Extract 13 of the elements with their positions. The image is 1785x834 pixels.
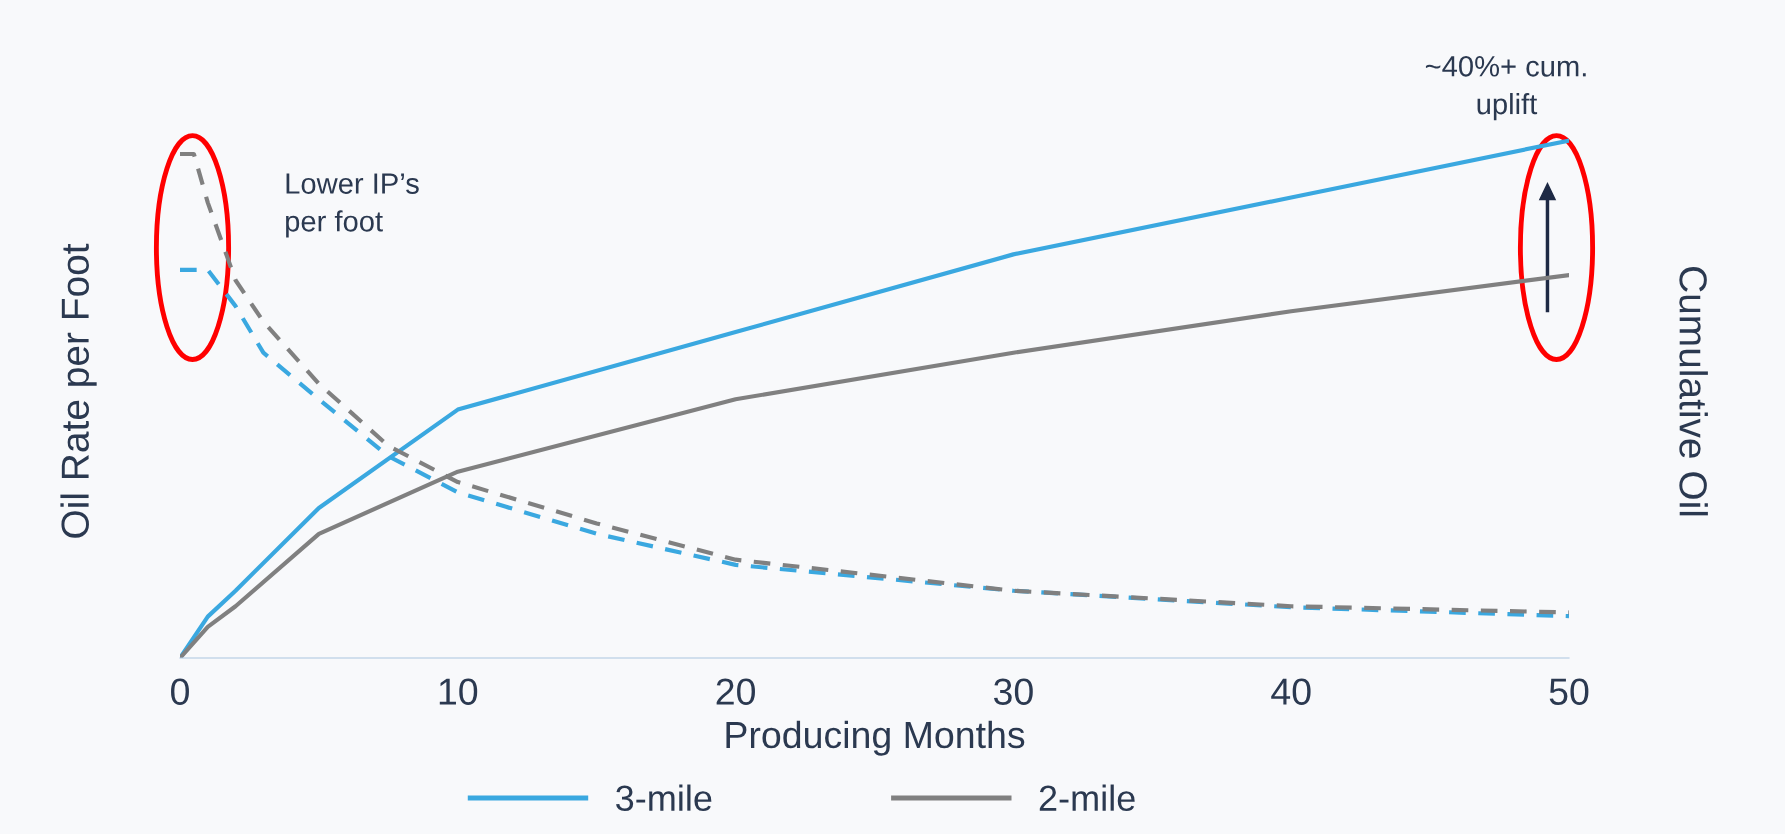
y2-axis-title: Cumulative Oil — [1679, 267, 1708, 516]
x-tick-label: 10 — [439, 678, 478, 705]
legend-label: 2-mile — [1039, 784, 1135, 812]
x-tick-label: 20 — [716, 678, 755, 705]
legend-label: 3-mile — [616, 784, 712, 812]
y-axis-title: Oil Rate per Foot — [60, 243, 97, 538]
annotation: Lower IP’s per foot — [286, 173, 419, 238]
x-tick-label: 40 — [1271, 678, 1311, 705]
x-tick-label: 30 — [993, 678, 1033, 705]
text: ~40%+ cum. uplift — [1425, 55, 1586, 121]
x-tick-label: 50 — [1549, 678, 1589, 705]
x-tick-label: 0 — [171, 678, 189, 705]
x-axis-title: Producing Months — [726, 720, 1025, 756]
